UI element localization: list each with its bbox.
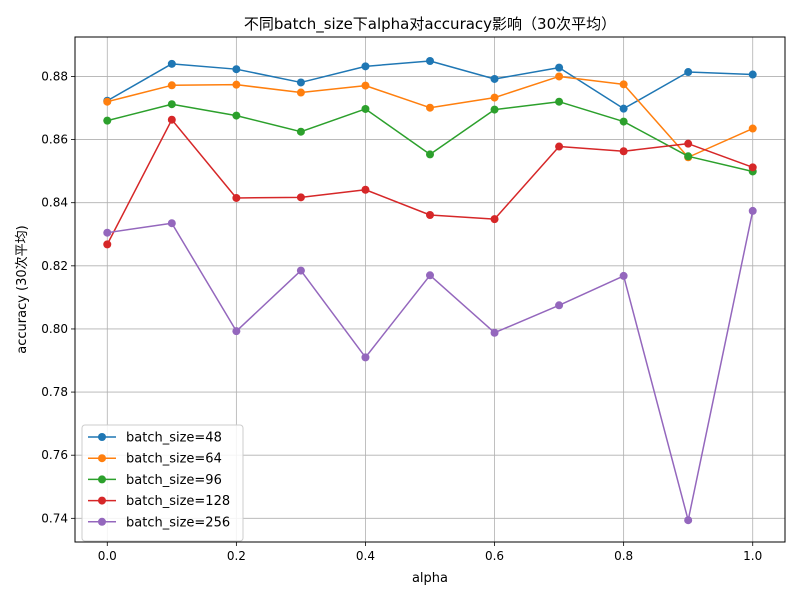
x-tick-label: 0.6 (485, 549, 504, 563)
y-tick-label: 0.84 (41, 196, 68, 210)
data-point (684, 139, 693, 148)
legend-item: batch_size=96 (88, 473, 222, 488)
data-point (232, 193, 241, 202)
data-point (232, 80, 241, 89)
legend-label: batch_size=256 (126, 515, 230, 530)
series-group (103, 72, 757, 162)
series-group (103, 115, 757, 249)
series-group (103, 97, 757, 176)
data-point (426, 103, 434, 112)
data-point (619, 80, 628, 89)
plot-frame (74, 36, 786, 543)
legend-marker (98, 433, 106, 441)
data-point (361, 62, 370, 71)
series-group (103, 56, 757, 113)
data-point (103, 97, 112, 106)
data-point (490, 215, 499, 224)
data-point (167, 81, 176, 90)
data-point (361, 353, 370, 362)
x-tick-label: 0.8 (614, 549, 633, 563)
y-tick-label: 0.78 (41, 385, 68, 399)
legend-marker (98, 475, 106, 484)
data-point (361, 185, 370, 194)
data-point (361, 104, 370, 113)
data-point (232, 65, 241, 74)
data-point (490, 105, 499, 114)
data-point (748, 163, 757, 172)
y-tick-label: 0.76 (41, 448, 68, 462)
data-point (490, 93, 499, 102)
legend-marker (98, 496, 106, 505)
legend-item: batch_size=48 (88, 431, 222, 446)
data-point (426, 56, 434, 65)
y-tick-label: 0.86 (41, 133, 68, 147)
data-point (684, 516, 693, 525)
y-axis-label: accuracy (30次平均) (14, 225, 30, 353)
data-point (296, 193, 305, 202)
legend-item: batch_size=128 (88, 494, 230, 509)
series-group (103, 206, 757, 525)
legend-marker (98, 517, 106, 526)
series-lines (103, 56, 757, 525)
data-point (167, 100, 176, 109)
data-point (103, 116, 112, 125)
x-tick-label: 0.4 (356, 549, 375, 563)
legend-box (81, 424, 244, 542)
data-point (555, 63, 564, 72)
legend-item: batch_size=256 (88, 515, 230, 530)
legend-label: batch_size=64 (126, 452, 222, 467)
data-point (426, 211, 434, 220)
legend-label: batch_size=96 (126, 473, 222, 488)
data-point (619, 271, 628, 280)
data-point (748, 70, 757, 79)
data-point (167, 115, 176, 124)
x-tick-label: 0.2 (227, 549, 246, 563)
legend-item: batch_size=64 (88, 452, 222, 467)
data-point (103, 228, 112, 237)
data-point (103, 240, 112, 249)
legend-label: batch_size=48 (126, 431, 222, 446)
data-point (619, 117, 628, 126)
x-tick-label: 0.0 (98, 549, 117, 563)
data-point (296, 127, 305, 136)
data-point (490, 74, 499, 83)
data-point (555, 97, 564, 106)
data-point (167, 219, 176, 228)
data-point (490, 328, 499, 337)
data-point (296, 88, 305, 97)
data-point (555, 72, 564, 81)
data-point (748, 124, 757, 133)
data-point (232, 111, 241, 120)
data-point (232, 327, 241, 336)
data-point (684, 152, 693, 161)
chart-title: 不同batch_size下alpha对accuracy影响（30次平均） (244, 15, 616, 34)
data-point (167, 59, 176, 68)
axis-ticks: 0.0 0.2 0.4 0.6 0.8 1.0 0.74 0.76 0.78 0.80 0.82 0.… (41, 69, 762, 563)
y-tick-label: 0.88 (41, 69, 68, 83)
legend-marker (98, 454, 106, 463)
data-point (555, 142, 564, 151)
data-point (619, 104, 628, 113)
data-point (296, 266, 305, 275)
data-point (555, 301, 564, 310)
data-point (619, 147, 628, 156)
y-tick-label: 0.80 (41, 322, 68, 336)
x-tick-label: 1.0 (743, 549, 762, 563)
data-point (426, 271, 434, 280)
data-point (296, 78, 305, 87)
data-point (748, 206, 757, 215)
data-point (361, 81, 370, 90)
legend: batch_size=48 batch_size=64 batch_size=96b… (81, 424, 244, 542)
y-tick-label: 0.74 (41, 511, 68, 525)
y-tick-label: 0.82 (41, 259, 68, 273)
data-point (684, 68, 693, 77)
data-point (426, 150, 434, 159)
x-axis-label: alpha (412, 571, 448, 586)
legend-label: batch_size=128 (126, 494, 230, 509)
